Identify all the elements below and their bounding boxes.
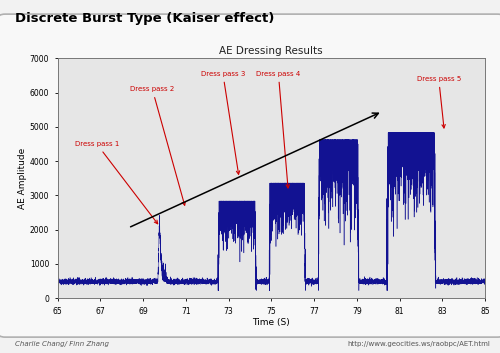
Title: AE Dressing Results: AE Dressing Results [220, 46, 323, 56]
Text: Discrete Burst Type (Kaiser effect): Discrete Burst Type (Kaiser effect) [15, 12, 274, 25]
Y-axis label: AE Amplitude: AE Amplitude [18, 148, 27, 209]
Text: Dress pass 2: Dress pass 2 [130, 86, 186, 205]
Text: http://www.geocities.ws/raobpc/AET.html: http://www.geocities.ws/raobpc/AET.html [347, 341, 490, 347]
Text: Dress pass 1: Dress pass 1 [74, 141, 158, 224]
Text: Dress pass 5: Dress pass 5 [416, 76, 461, 128]
Text: Dress pass 4: Dress pass 4 [256, 71, 300, 188]
Text: Dress pass 3: Dress pass 3 [200, 71, 245, 174]
X-axis label: Time (S): Time (S) [252, 318, 290, 327]
Text: Charlie Chang/ Finn Zhang: Charlie Chang/ Finn Zhang [15, 341, 109, 347]
